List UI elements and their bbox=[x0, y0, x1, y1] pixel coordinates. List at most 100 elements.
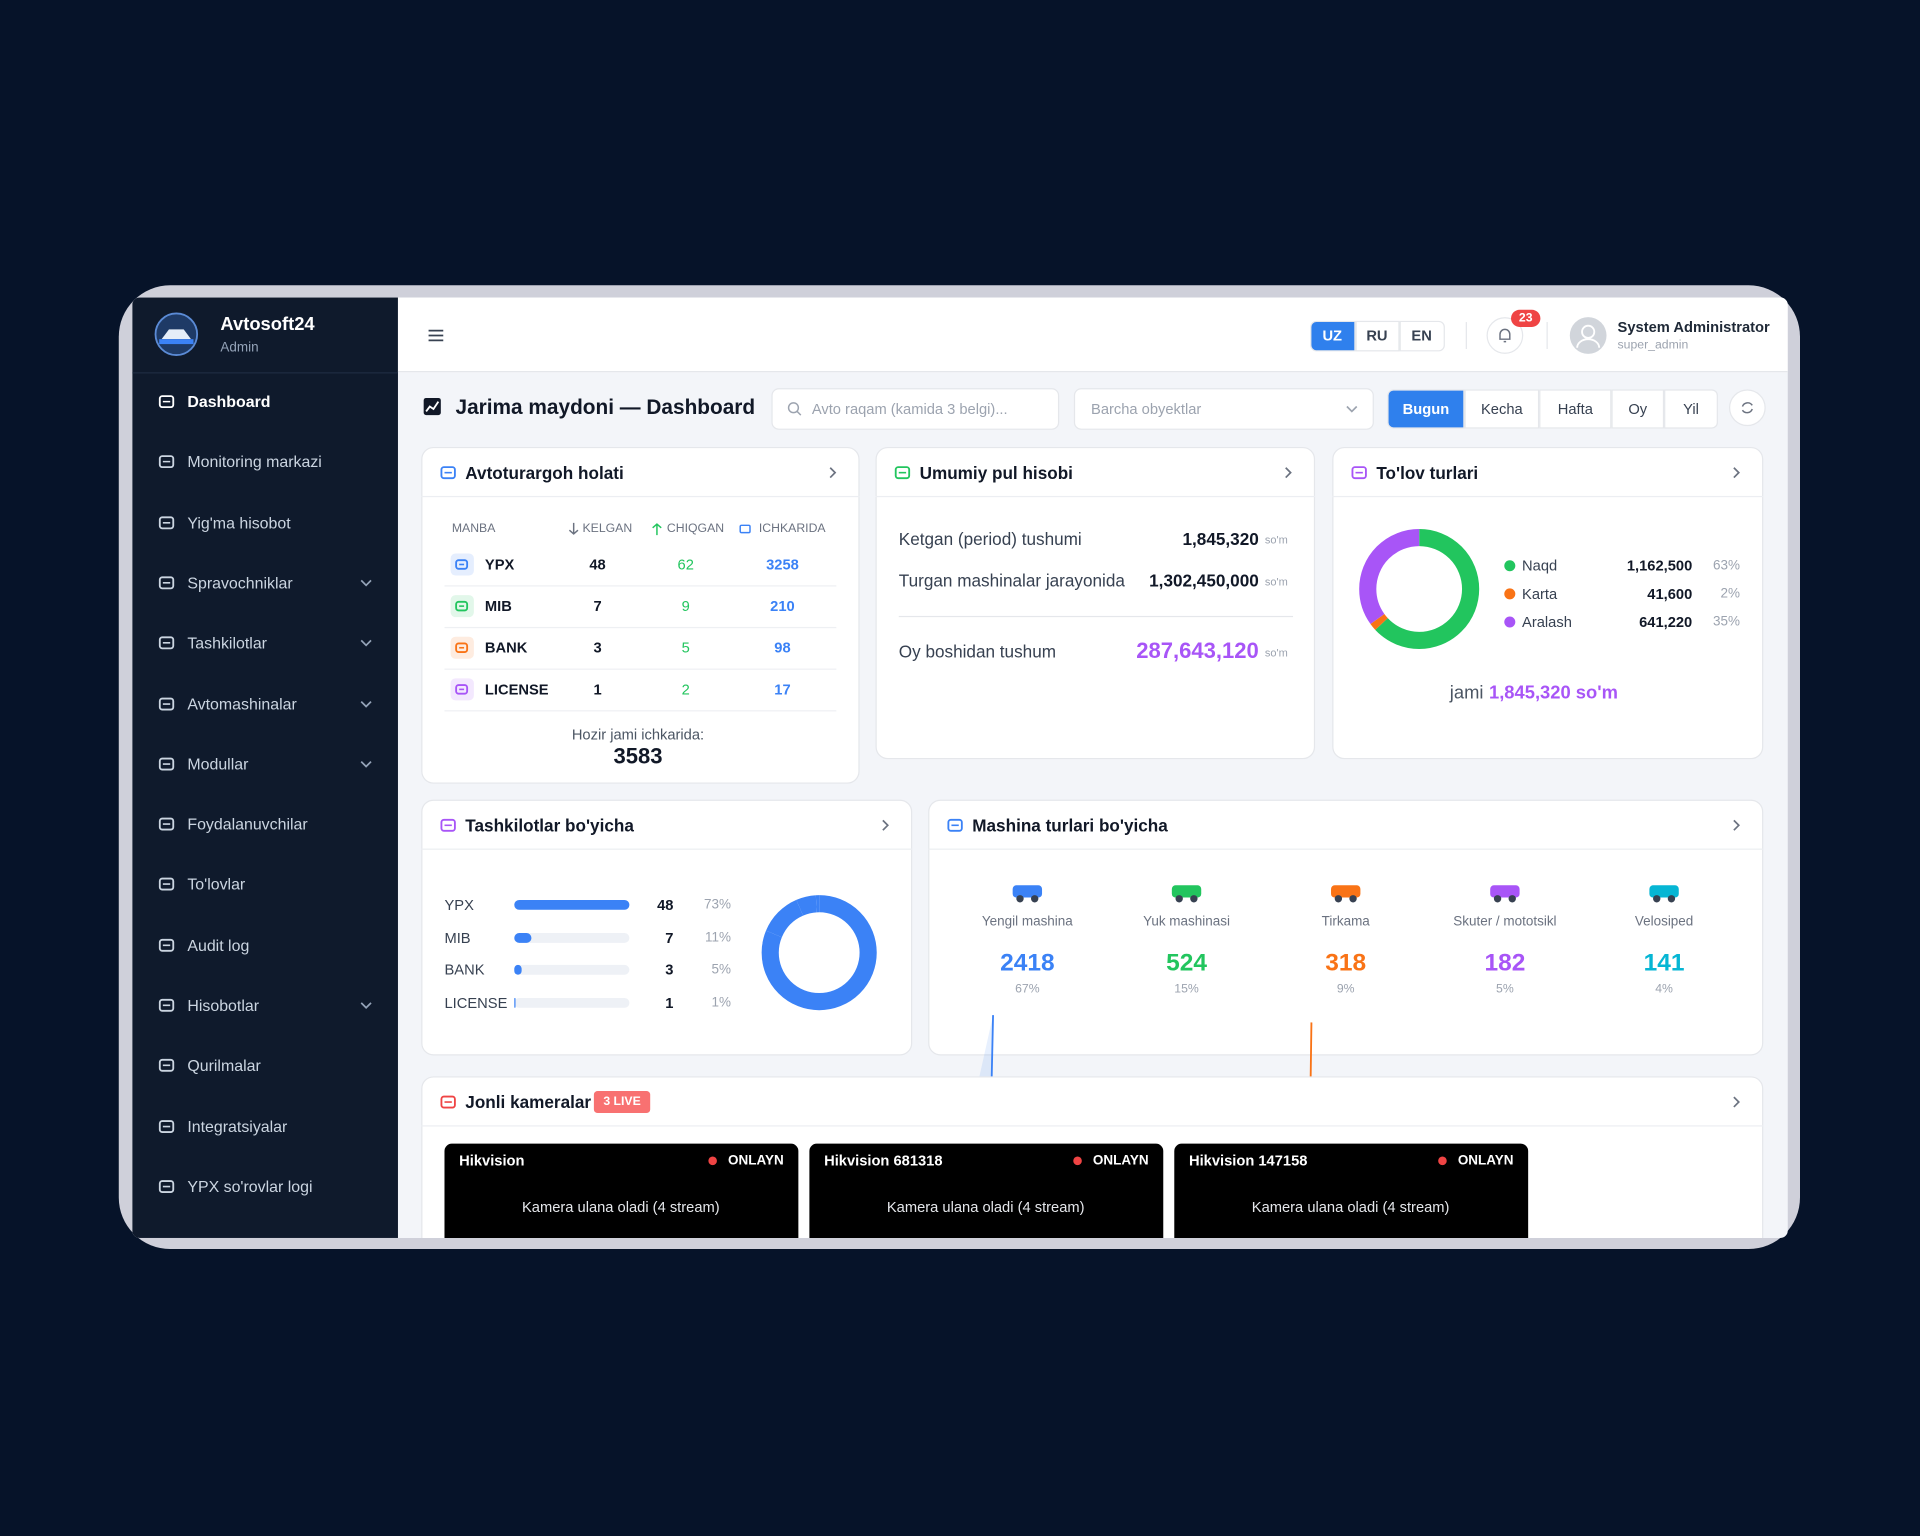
org-percent: 5% bbox=[711, 962, 732, 978]
card-title: Avtoturargoh holati bbox=[465, 462, 624, 483]
language-label[interactable]: RU bbox=[1366, 326, 1388, 345]
bar bbox=[514, 965, 523, 976]
nav-item[interactable] bbox=[142, 983, 387, 1027]
count-in: 1 bbox=[593, 680, 602, 698]
icon bbox=[158, 938, 175, 952]
camera-tile[interactable] bbox=[444, 1143, 799, 1238]
nav-label[interactable]: YPX so'rovlar logi bbox=[187, 1177, 313, 1196]
period-button[interactable] bbox=[1611, 389, 1665, 429]
nav-item[interactable] bbox=[142, 1044, 387, 1088]
camera-tile[interactable] bbox=[809, 1143, 1164, 1238]
icon-shape bbox=[455, 684, 469, 695]
org-percent: 73% bbox=[704, 897, 732, 913]
language-button[interactable] bbox=[1310, 320, 1355, 352]
nav-item[interactable] bbox=[142, 923, 387, 967]
search-input[interactable] bbox=[771, 388, 1060, 430]
brand-logo bbox=[154, 312, 199, 357]
icon bbox=[1351, 466, 1367, 480]
language-button[interactable] bbox=[1399, 320, 1445, 352]
menu-toggle[interactable] bbox=[428, 329, 444, 342]
sparkline bbox=[1286, 1022, 1313, 1202]
object-select[interactable] bbox=[1073, 388, 1374, 430]
icon-shape bbox=[440, 818, 456, 832]
period-button[interactable] bbox=[1664, 389, 1718, 429]
nav-label[interactable]: Integratsiyalar bbox=[187, 1116, 288, 1136]
chevron-shape bbox=[1733, 467, 1740, 479]
camera-name: Hikvision 681318 bbox=[824, 1152, 943, 1170]
chevron-shape bbox=[360, 1002, 372, 1009]
nav-label[interactable]: Tashkilotlar bbox=[187, 633, 267, 653]
nav-label[interactable]: Avtomashinalar bbox=[187, 694, 297, 713]
chevron[interactable] bbox=[879, 819, 891, 831]
donut-segment bbox=[1359, 528, 1480, 649]
period-label[interactable]: Yil bbox=[1683, 400, 1699, 418]
period-label[interactable]: Kecha bbox=[1481, 400, 1523, 418]
nav-item[interactable] bbox=[142, 863, 387, 907]
icon-shape bbox=[947, 818, 963, 832]
title-icon-line bbox=[425, 401, 440, 412]
status-dot-shape bbox=[1438, 1156, 1447, 1166]
vehicle-count: 141 bbox=[1643, 949, 1685, 977]
count-inside: 3258 bbox=[766, 555, 799, 574]
topbar bbox=[397, 297, 1788, 373]
icon bbox=[158, 395, 175, 409]
refresh-button[interactable] bbox=[1728, 389, 1766, 427]
icon-shape bbox=[158, 998, 175, 1012]
nav-label[interactable]: Dashboard bbox=[187, 392, 271, 411]
nav-label[interactable]: Yig'ma hisobot bbox=[187, 513, 291, 532]
period-button[interactable] bbox=[1464, 389, 1540, 429]
nav-label[interactable]: Foydalanuvchilar bbox=[187, 815, 308, 834]
period-label[interactable]: Hafta bbox=[1557, 400, 1593, 418]
nav-label[interactable]: Modullar bbox=[187, 754, 249, 774]
nav-label[interactable]: Audit log bbox=[187, 935, 250, 955]
vehicle-percent: 15% bbox=[1174, 982, 1199, 997]
notification-bell[interactable] bbox=[1486, 317, 1524, 354]
notification-count: 23 bbox=[1518, 311, 1533, 326]
period-button[interactable] bbox=[1539, 389, 1612, 429]
nav-label[interactable]: Qurilmalar bbox=[187, 1056, 261, 1075]
language-button[interactable] bbox=[1354, 320, 1400, 352]
chevron[interactable] bbox=[827, 467, 839, 479]
refresh-shape bbox=[1741, 402, 1753, 414]
money-label: Ketgan (period) tushumi bbox=[898, 528, 1082, 549]
language-label[interactable]: UZ bbox=[1322, 326, 1343, 345]
count-out: 5 bbox=[681, 639, 690, 657]
chevron[interactable] bbox=[360, 577, 372, 589]
source-name: MIB bbox=[484, 597, 512, 615]
user-name: System Administrator bbox=[1617, 318, 1770, 336]
chevron[interactable] bbox=[360, 637, 372, 649]
icon bbox=[440, 466, 456, 480]
period-label[interactable]: Oy bbox=[1628, 400, 1648, 418]
search-shape bbox=[787, 402, 800, 414]
period-label[interactable]: Bugun bbox=[1402, 400, 1450, 418]
vehicle-wheel bbox=[1349, 895, 1357, 903]
chevron[interactable] bbox=[1730, 819, 1742, 831]
chevron[interactable] bbox=[1730, 1096, 1742, 1108]
table-header: CHIQGAN bbox=[666, 522, 725, 536]
status-dot-shape bbox=[708, 1156, 717, 1166]
icon bbox=[455, 600, 469, 612]
chevron[interactable] bbox=[1730, 467, 1742, 479]
chevron[interactable] bbox=[360, 758, 372, 770]
chevron[interactable] bbox=[360, 999, 372, 1011]
count-inside: 98 bbox=[774, 639, 791, 657]
chevron[interactable] bbox=[360, 697, 372, 709]
nav-item[interactable] bbox=[142, 742, 387, 786]
vehicle-name: Tirkama bbox=[1321, 914, 1370, 930]
icon-shape bbox=[158, 1179, 175, 1193]
nav-label[interactable]: To'lovlar bbox=[187, 875, 246, 894]
camera-tile[interactable] bbox=[1174, 1143, 1529, 1238]
legend-amount: 1,162,500 bbox=[1626, 557, 1693, 575]
topbar-divider bbox=[1546, 322, 1548, 349]
icon bbox=[455, 684, 469, 695]
vehicle-wheel bbox=[1508, 895, 1516, 903]
chevron[interactable] bbox=[1346, 403, 1358, 415]
period-button[interactable] bbox=[1387, 389, 1465, 429]
nav-label[interactable]: Spravochniklar bbox=[187, 573, 293, 592]
nav-label[interactable]: Monitoring markazi bbox=[187, 452, 322, 472]
language-label[interactable]: EN bbox=[1411, 326, 1432, 345]
bell-icon bbox=[1499, 328, 1511, 343]
nav-label[interactable]: Hisobotlar bbox=[187, 996, 260, 1015]
chevron[interactable] bbox=[1282, 467, 1294, 479]
bell-shape bbox=[1499, 328, 1511, 343]
